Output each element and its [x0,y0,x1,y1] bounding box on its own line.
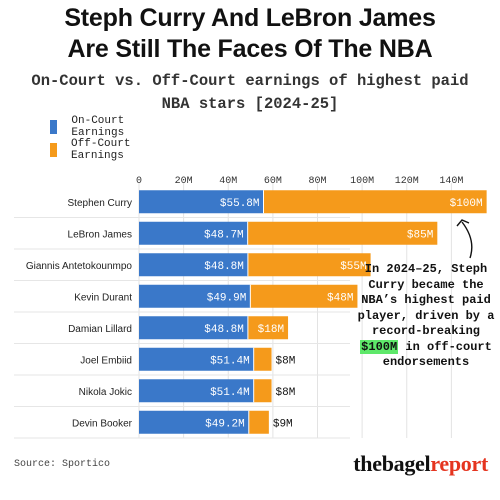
category-label: Damian Lillard [68,324,132,335]
data-label-off-court: $8M [276,387,296,399]
bar-off-court [247,253,371,277]
data-label-on-court: $51.4M [210,355,250,367]
chart-title: Steph Curry And LeBron James Are Still T… [0,3,500,65]
data-label-on-court: $48.8M [204,261,244,273]
bar-on-court [139,410,249,434]
legend-swatch-off-court [50,143,58,157]
bar-on-court [139,221,248,245]
brand-logo-part-2: report [430,451,488,476]
bar-off-court [247,316,289,340]
data-label-off-court: $8M [276,355,296,367]
chart-subtitle: On-Court vs. Off-Court earnings of highe… [20,70,480,116]
annotation-arrow-head [456,219,470,227]
bar-on-court [139,379,254,403]
category-label: Giannis Antetokounmpo [26,261,133,272]
data-label-off-court: $9M [273,418,293,430]
data-label-off-court: $85M [407,229,433,241]
legend-label-on-court: On-Court Earnings [71,115,125,139]
x-tick-label-120: 120M [395,176,419,187]
legend-item-on-court: On-Court Earnings [50,115,131,139]
bar-on-court [139,190,264,214]
x-tick-label-80: 80M [308,176,326,187]
category-label: Nikola Jokic [79,387,132,398]
data-label-off-court: $48M [327,292,353,304]
bar-on-court [139,253,248,277]
data-label-off-court: $18M [258,324,284,336]
source-note: Source: Sportico [14,459,111,470]
annotation: In 2024–25, Steph Curry became the NBA’s… [352,262,500,371]
brand-logo-part-1: thebagel [353,451,431,476]
legend-label-off-court: Off-Court Earnings [71,138,131,162]
category-label: Devin Booker [72,418,133,429]
annotation-text: In 2024–25, Steph Curry became the NBA’s… [357,262,495,338]
chart-title-line-2: Are Still The Faces Of The NBA [67,35,433,63]
x-tick-label-0: 0 [136,176,142,187]
annotation-highlight: $100M [360,339,399,354]
bar-on-court [139,347,254,371]
data-label-on-court: $48.7M [204,229,244,241]
data-label-off-court: $55M [340,261,366,273]
data-label-on-court: $51.4M [210,387,250,399]
bar-off-court [250,284,358,308]
bar-on-court [139,316,248,340]
x-tick-label-100: 100M [350,176,374,187]
data-label-on-court: $49.2M [205,418,245,430]
chart-subtitle-line-1: On-Court vs. Off-Court earnings of highe… [31,72,469,90]
bar-off-court [253,379,272,403]
bar-off-court [263,190,487,214]
annotation-text-end: in off-court endorsements [382,339,492,370]
bar-off-court [253,347,272,371]
bar-on-court [139,284,251,308]
chart-subtitle-line-2: NBA stars [2024-25] [161,95,339,113]
x-tick-label-60: 60M [264,176,282,187]
annotation-arrow [461,221,473,259]
data-label-on-court: $55.8M [220,198,260,210]
category-label: LeBron James [68,229,132,240]
data-label-on-court: $48.8M [204,324,244,336]
category-label: Joel Embiid [80,355,132,366]
legend-swatch-on-court [50,120,58,134]
chart-title-line-1: Steph Curry And LeBron James [64,4,436,32]
data-label-on-court: $49.9M [207,292,247,304]
x-tick-label-140: 140M [439,176,463,187]
legend-item-off-court: Off-Court Earnings [50,138,131,162]
x-tick-label-40: 40M [219,176,237,187]
brand-logo: thebagelreport [353,451,488,477]
x-tick-label-20: 20M [175,176,193,187]
data-label-off-court: $100M [450,198,483,210]
bar-off-court [247,221,438,245]
category-label: Stephen Curry [68,198,132,209]
bar-off-court [248,410,269,434]
category-label: Kevin Durant [74,292,132,303]
